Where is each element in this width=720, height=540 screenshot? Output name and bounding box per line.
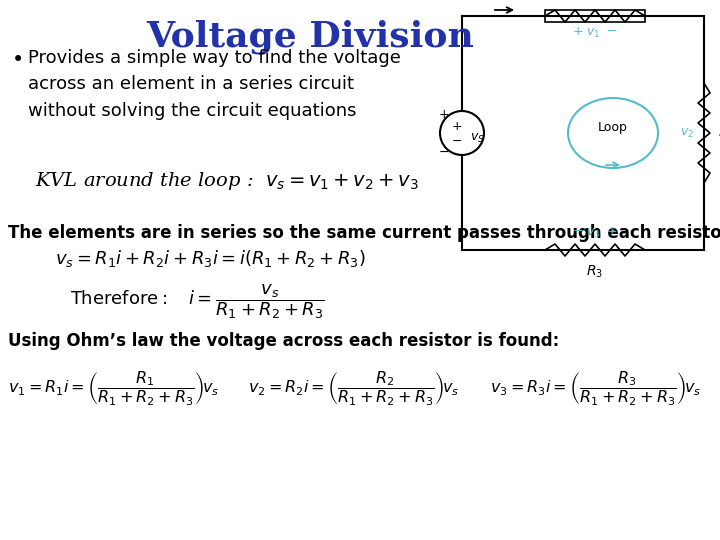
Text: $v_2 = R_2 i = \left(\dfrac{R_2}{R_1 + R_2 + R_3}\right)\!v_s$: $v_2 = R_2 i = \left(\dfrac{R_2}{R_1 + R…	[248, 370, 459, 408]
Text: $\mathrm{Therefore:} \quad i = \dfrac{v_s}{R_1 + R_2 + R_3}$: $\mathrm{Therefore:} \quad i = \dfrac{v_…	[70, 282, 325, 321]
Text: $v_2$: $v_2$	[680, 126, 694, 139]
Text: The elements are in series so the same current passes through each resistor:: The elements are in series so the same c…	[8, 224, 720, 242]
Text: Voltage Division: Voltage Division	[146, 20, 474, 55]
Text: $+$: $+$	[718, 71, 720, 84]
Text: $- \ v_3 \ +$: $- \ v_3 \ +$	[572, 226, 618, 240]
Text: $v_S$: $v_S$	[470, 131, 485, 145]
Text: $+$: $+$	[438, 109, 449, 122]
FancyBboxPatch shape	[545, 10, 645, 22]
Text: $v_s = R_1 i + R_2 i + R_3 i = i(R_1 + R_2 + R_3)$: $v_s = R_1 i + R_2 i + R_3 i = i(R_1 + R…	[55, 248, 366, 269]
Text: $-$: $-$	[718, 181, 720, 194]
Text: Loop: Loop	[598, 122, 628, 134]
Text: KVL around the loop :  $v_s = v_1 + v_2 + v_3$: KVL around the loop : $v_s = v_1 + v_2 +…	[35, 170, 419, 192]
Text: $v_1 = R_1 i = \left(\dfrac{R_1}{R_1 + R_2 + R_3}\right)\!v_s$: $v_1 = R_1 i = \left(\dfrac{R_1}{R_1 + R…	[8, 370, 220, 408]
Text: $-$: $-$	[451, 133, 462, 146]
Text: $-$: $-$	[438, 145, 449, 158]
Text: Provides a simple way to find the voltage
across an element in a series circuit
: Provides a simple way to find the voltag…	[28, 49, 401, 120]
Text: $+$: $+$	[451, 119, 463, 132]
Text: $v_3 = R_3 i = \left(\dfrac{R_3}{R_1 + R_2 + R_3}\right)\!v_s$: $v_3 = R_3 i = \left(\dfrac{R_3}{R_1 + R…	[490, 370, 701, 408]
Text: •: •	[12, 50, 24, 70]
Text: $i$: $i$	[501, 0, 507, 2]
Text: $R_2$: $R_2$	[718, 125, 720, 141]
Text: Using Ohm’s law the voltage across each resistor is found:: Using Ohm’s law the voltage across each …	[8, 332, 559, 350]
Text: $R_3$: $R_3$	[587, 264, 603, 280]
Text: $+ \ v_1 \ -$: $+ \ v_1 \ -$	[572, 26, 618, 40]
